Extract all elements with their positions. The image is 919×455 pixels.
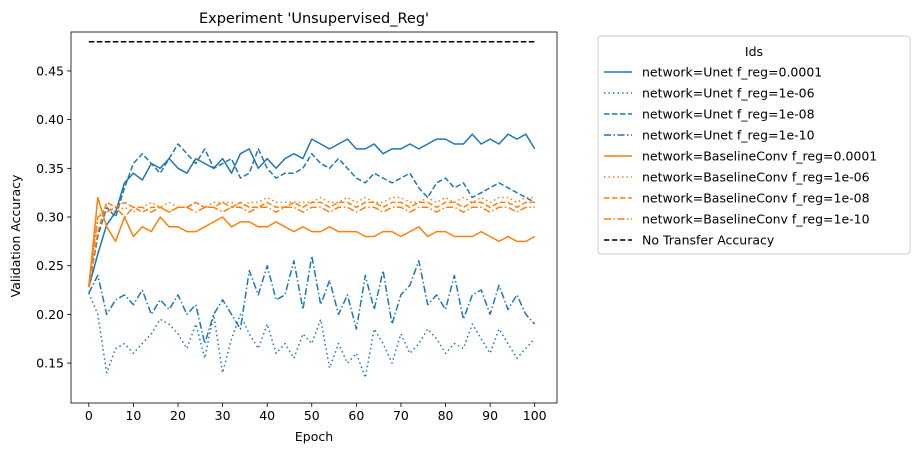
x-axis-label: Epoch: [295, 429, 333, 444]
legend: Ids network=Unet f_reg=0.0001 network=Unet…: [597, 35, 911, 255]
series-line-1: [88, 133, 536, 288]
legend-label-1: network=Unet f_reg=0.0001: [642, 65, 822, 80]
series-line-3: [88, 143, 536, 288]
y-tick-label: 0.45: [36, 63, 64, 78]
series-line-5: [88, 196, 536, 288]
series-line-8: [88, 206, 535, 288]
legend-label-8: network=BaselineConv f_reg=1e-10: [642, 212, 870, 227]
x-tick-label: 40: [259, 408, 275, 423]
x-tick-label: 90: [482, 408, 498, 423]
plot-frame: [70, 31, 558, 404]
legend-label-5: network=BaselineConv f_reg=0.0001: [642, 149, 877, 164]
y-tick-label: 0.35: [36, 161, 64, 176]
y-tick-label: 0.25: [36, 258, 64, 273]
series-line-7: [88, 201, 535, 288]
chart-title: Experiment 'Unsupervised_Reg': [199, 11, 429, 27]
plot-area: [88, 40, 536, 379]
legend-label-4: network=Unet f_reg=1e-10: [642, 128, 815, 143]
y-tick-label: 0.40: [36, 112, 64, 127]
axes: 0 10 20 30 40 50 60 70 80 90 100 0.15 0.20 0.25 0.30 0.…: [36, 31, 558, 423]
y-tick-label: 0.15: [36, 356, 64, 371]
x-tick-label: 20: [170, 408, 186, 423]
legend-title: Ids: [745, 44, 763, 59]
series-line-2: [88, 292, 536, 379]
y-tick-label: 0.20: [36, 307, 64, 322]
series-line-4: [88, 255, 536, 345]
legend-frame: [597, 35, 911, 255]
x-tick-label: 0: [85, 408, 93, 423]
x-tick-label: 70: [393, 408, 409, 423]
x-tick-label: 30: [215, 408, 231, 423]
x-tick-label: 100: [523, 408, 547, 423]
y-tick-label: 0.30: [36, 210, 64, 225]
legend-label-9: No Transfer Accuracy: [642, 233, 775, 248]
x-tick-label: 10: [125, 408, 141, 423]
legend-label-7: network=BaselineConv f_reg=1e-08: [642, 191, 870, 206]
x-tick-label: 50: [304, 408, 320, 423]
legend-label-6: network=BaselineConv f_reg=1e-06: [642, 170, 870, 185]
legend-label-3: network=Unet f_reg=1e-08: [642, 107, 815, 122]
x-tick-label: 60: [348, 408, 364, 423]
series-line-6: [88, 196, 535, 286]
legend-label-2: network=Unet f_reg=1e-06: [642, 86, 815, 101]
y-axis-label: Validation Accuracy: [8, 174, 23, 297]
x-tick-label: 80: [438, 408, 454, 423]
